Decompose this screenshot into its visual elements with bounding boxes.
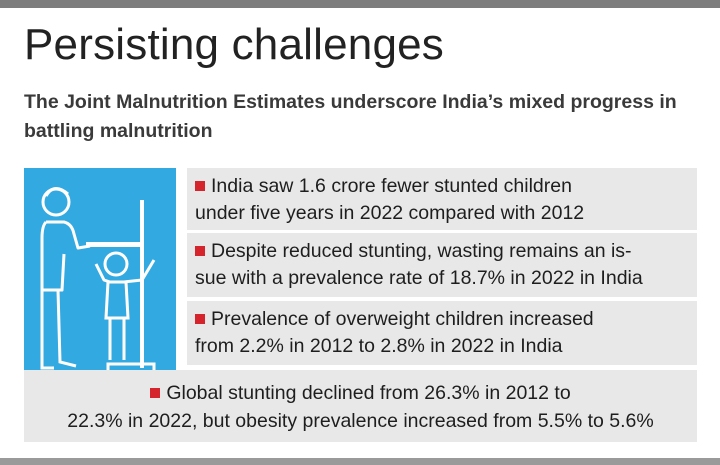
bullet-icon — [195, 181, 205, 191]
fact-item-overweight: Prevalence of overweight children increa… — [187, 301, 697, 365]
top-rule — [0, 0, 720, 8]
fact-item-stunted-children: India saw 1.6 crore fewer stunted childr… — [187, 168, 697, 230]
bottom-rule — [0, 458, 720, 465]
bullet-icon — [150, 388, 161, 398]
headline: Persisting challenges — [24, 20, 444, 69]
fact-item-global-stunting: Global stunting declined from 26.3% in 2… — [24, 370, 697, 442]
fact-line: India saw 1.6 crore fewer stunted childr… — [211, 175, 572, 197]
subheadline: The Joint Malnutrition Estimates undersc… — [24, 91, 677, 142]
fact-line: 22.3% in 2022, but obesity prevalence in… — [67, 410, 654, 432]
fact-item-wasting: Despite reduced stunting, wasting remain… — [187, 233, 697, 297]
fact-line: Prevalence of overweight children increa… — [211, 308, 594, 330]
bullet-icon — [195, 314, 205, 324]
fact-line: Global stunting declined from 26.3% in 2… — [166, 382, 571, 404]
bullet-icon — [195, 246, 205, 256]
fact-line: under five years in 2022 compared with 2… — [195, 202, 585, 224]
health-worker-measuring-child-height-icon — [24, 168, 176, 392]
fact-line: from 2.2% in 2012 to 2.8% in 2022 in Ind… — [195, 335, 563, 357]
fact-line: Despite reduced stunting, wasting remain… — [211, 240, 632, 262]
fact-line: sue with a prevalence rate of 18.7% in 2… — [195, 267, 643, 289]
